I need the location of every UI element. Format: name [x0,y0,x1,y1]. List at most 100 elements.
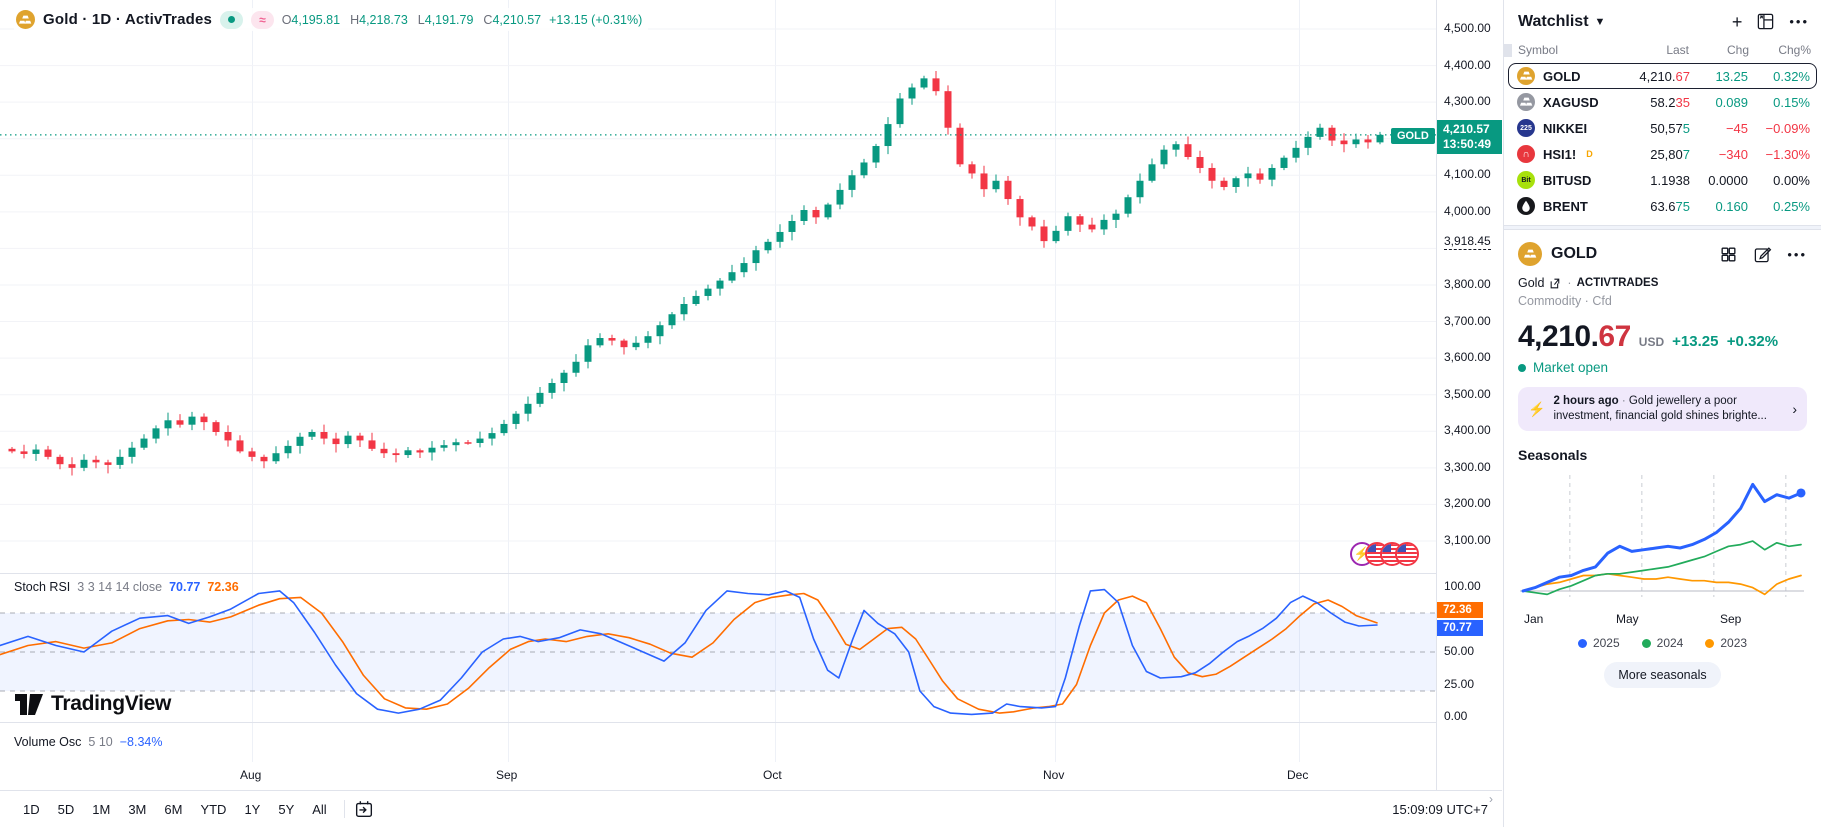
range-button-5y[interactable]: 5Y [278,801,295,817]
price-scale-label: 4,500.00 [1444,21,1491,35]
pane-separator[interactable] [0,722,1502,723]
volume-osc-header[interactable]: Volume Osc 5 10 −8.34% [14,735,162,749]
price-scale-label: 4,300.00 [1444,94,1491,109]
pane-separator[interactable] [0,573,1502,574]
watchlist-symbol: GOLD [1517,67,1608,85]
watchlist-last: 25,807 [1650,146,1690,162]
hsi1!-icon: ∩ [1517,145,1535,163]
legend-item-2025[interactable]: 2025 [1577,636,1620,650]
range-button-1y[interactable]: 1Y [244,801,261,817]
symbol-title[interactable]: Gold · 1D · ActivTrades [43,11,213,28]
watchlist-symbol: 225 NIKKEI [1517,119,1608,137]
month-label-oct[interactable]: Oct [763,768,782,782]
legend-item-2023[interactable]: 2023 [1705,636,1747,650]
external-link-icon[interactable] [1549,277,1562,290]
xagusd-icon [1517,93,1535,111]
price-scale-label: 3,700.00 [1444,313,1491,328]
tradingview-logo-icon [15,693,43,715]
stoch-rsi-pane[interactable] [0,573,1436,762]
column-last[interactable]: Last [1666,43,1689,57]
main-candle-chart[interactable] [0,0,1436,573]
us-flag-event-icon[interactable] [1395,542,1419,566]
range-button-5d[interactable]: 5D [57,801,75,817]
news-bolt-icon: ⚡ [1528,400,1546,417]
volume-osc-value: −8.34% [119,735,163,749]
watchlist-row-nikkei[interactable]: 225 NIKKEI 50,575 −45 −0.09% [1508,115,1817,141]
session-clock[interactable]: 15:09:09 UTC+7 [1392,801,1488,817]
legend-dot-icon [1641,638,1651,648]
open-detail-icon[interactable] [1756,12,1775,31]
price-scale-label: 3,400.00 [1444,423,1491,438]
gold-symbol-icon [16,10,35,29]
ohlc-c: C4,210.57 [483,12,542,27]
month-label-nov[interactable]: Nov [1043,768,1065,782]
stoch-k-value: 70.77 [169,580,201,594]
column-chg-pct[interactable]: Chg% [1778,43,1811,57]
range-button-1d[interactable]: 1D [23,801,40,817]
watchlist-title[interactable]: Watchlist [1518,12,1589,30]
exchange-name[interactable]: ACTIVTRADES [1576,277,1659,289]
range-buttons: 1D 5D 1M 3M 6M YTD 1Y 5Y All [14,798,336,821]
symbol-description[interactable]: Gold [1518,276,1545,290]
ohlc-l: L4,191.79 [417,12,474,27]
range-button-all[interactable]: All [312,801,327,817]
range-button-ytd[interactable]: YTD [200,801,227,817]
watchlist-chg: −45 [1725,120,1748,136]
stoch-rsi-title: Stoch RSI [14,580,71,594]
price-scale-label: 0.00 [1444,709,1468,723]
nikkei-icon: 225 [1517,119,1535,137]
range-button-3m[interactable]: 3M [128,801,147,817]
edit-note-icon[interactable] [1753,245,1772,264]
watchlist-chg-pct: 0.32% [1773,68,1810,84]
list-resize-handle[interactable] [1504,43,1512,57]
alert-pill[interactable]: ≈ [251,10,274,29]
watchlist-last: 58.235 [1650,94,1690,110]
gold-symbol-icon [1518,242,1542,266]
time-axis[interactable]: Aug Sep Oct Nov Dec [0,762,1502,790]
watchlist-row-brent[interactable]: BRENT 63.675 0.160 0.25% [1508,193,1817,219]
marked-price-level: 3,918.45 [1444,233,1491,250]
month-label-aug[interactable]: Aug [240,768,262,782]
chevron-down-icon[interactable]: ▼ [1594,15,1606,28]
go-to-date-icon[interactable] [353,798,375,820]
bitusd-icon: Bit [1517,171,1535,189]
chart-legend: Gold · 1D · ActivTrades ≈ O4,195.81 H4,21… [14,8,649,31]
watchlist-row-hsi1![interactable]: ∩ HSI1! D 25,807 −340 −1.30% [1508,141,1817,167]
legend-item-2024[interactable]: 2024 [1641,636,1683,650]
layout-grid-icon[interactable] [1719,245,1738,264]
watchlist-last: 63.675 [1650,198,1690,214]
symbol-menu-icon[interactable]: ••• [1787,246,1807,262]
watchlist-chg: −340 [1718,146,1748,162]
price-scale[interactable]: 4,500.00 4,400.00 4,300.00 4,100.00 4,000.00… [1436,0,1502,790]
big-price-row: 4,210.67 USD +13.25 +0.32% [1518,320,1807,354]
range-button-1m[interactable]: 1M [92,801,111,817]
seasonals-chart[interactable] [1518,469,1806,607]
month-label-dec[interactable]: Dec [1287,768,1309,782]
seasonals-month-labels: Jan May Sep [1518,612,1807,628]
ohlc-values: O4,195.81 H4,218.73 L4,191.79 C4,210.57 [282,13,541,27]
big-price-fraction: 67 [1598,320,1631,353]
watchlist-menu-icon[interactable]: ••• [1789,13,1809,29]
market-status-pill[interactable] [220,10,244,29]
economic-event-icons[interactable]: ⚡ [1350,542,1419,566]
chart-region[interactable]: Gold · 1D · ActivTrades ≈ O4,195.81 H4,21… [0,0,1502,827]
more-seasonals-button[interactable]: More seasonals [1604,662,1721,688]
watchlist-last: 4,210.67 [1639,68,1690,84]
sidebar-collapse-handle[interactable]: › [1489,792,1493,806]
add-symbol-icon[interactable]: + [1731,11,1743,32]
range-button-6m[interactable]: 6M [164,801,183,817]
watchlist-row-xagusd[interactable]: XAGUSD 58.235 0.089 0.15% [1508,89,1817,115]
news-banner[interactable]: ⚡ 2 hours ago · Gold jewellery a poor in… [1518,387,1807,431]
watchlist-row-bitusd[interactable]: Bit BITUSD 1.1938 0.0000 0.00% [1508,167,1817,193]
column-chg[interactable]: Chg [1726,43,1749,57]
month-label-sep[interactable]: Sep [496,768,518,782]
tradingview-watermark: TradingView [14,692,171,716]
month-gridline [252,0,253,762]
legend-dot-icon [1705,638,1715,648]
seasonal-month-sep: Sep [1720,612,1742,626]
watchlist-row-gold[interactable]: GOLD 4,210.67 13.25 0.32% [1508,63,1817,89]
column-symbol[interactable]: Symbol [1504,43,1609,57]
price-currency: USD [1638,335,1665,349]
watchlist-chg-pct: 0.00% [1773,172,1810,188]
stoch-rsi-header[interactable]: Stoch RSI 3 3 14 14 close 70.77 72.36 [14,580,239,594]
